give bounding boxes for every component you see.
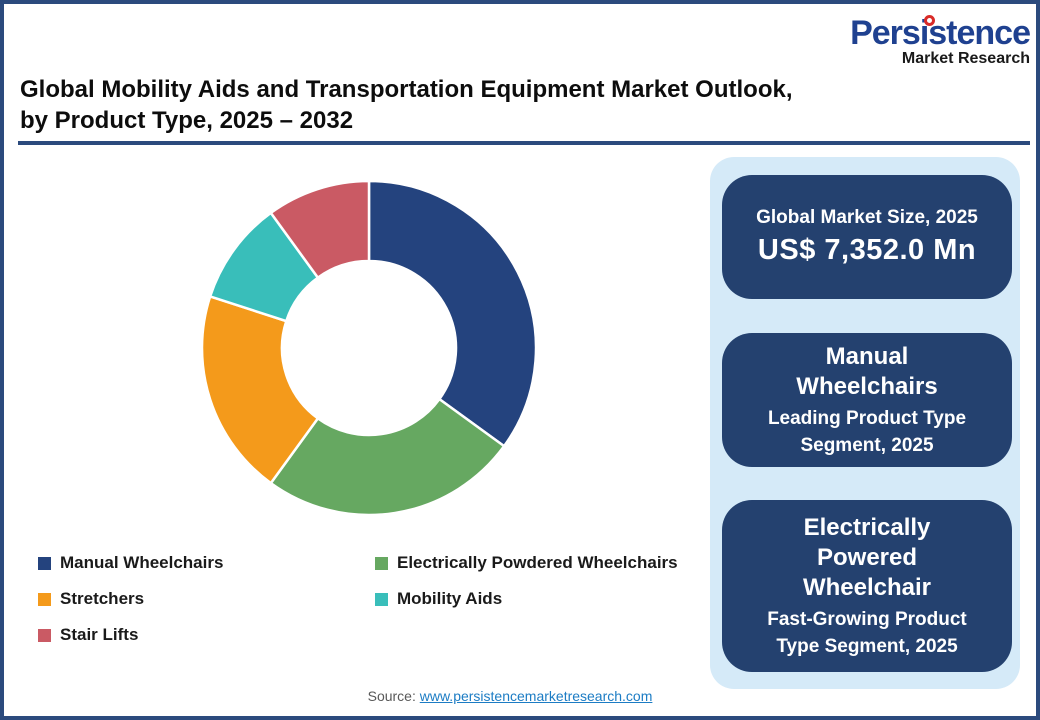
legend-item-stair-lifts: Stair Lifts [38, 625, 375, 645]
legend-swatch [38, 556, 51, 570]
donut-segment-stair-lifts [269, 179, 371, 280]
page-title: Global Mobility Aids and Transportation … [20, 74, 1010, 136]
title-underline [18, 141, 1030, 145]
legend-swatch [375, 592, 388, 606]
donut-segment-electrically-powdered-wheelchairs [269, 397, 506, 517]
source-label: Source: [367, 688, 416, 704]
page-title-line1: Global Mobility Aids and Transportation … [20, 76, 793, 103]
market-size-value: US$ 7,352.0 Mn [757, 234, 977, 266]
leading-segment-heading: Manual Wheelchairs [796, 342, 938, 400]
leading-segment-card: Manual Wheelchairs Leading Product Type … [722, 333, 1012, 467]
fast-growing-heading: Electrically Powered Wheelchair [802, 513, 932, 601]
brand-subtitle: Market Research [901, 50, 1030, 67]
legend-swatch [375, 556, 388, 570]
brand-logo: Persistence Market Research [800, 14, 1031, 68]
page-title-line2: by Product Type, 2025 – 2032 [20, 107, 354, 134]
fast-growing-segment-card: Electrically Powered Wheelchair Fast-Gro… [722, 500, 1012, 672]
legend-label: Stretchers [60, 589, 145, 608]
market-size-card: Global Market Size, 2025 US$ 7,352.0 Mn [722, 175, 1012, 299]
legend-label: Mobility Aids [397, 589, 503, 608]
legend-label: Electrically Powdered Wheelchairs [397, 553, 678, 572]
brand-wordmark-text: Persistence [850, 14, 1031, 52]
legend-item-stretchers: Stretchers [38, 589, 375, 609]
legend-label: Stair Lifts [60, 625, 139, 644]
chart-legend: Manual Wheelchairs Electrically Powdered … [38, 553, 678, 645]
fast-growing-sub: Fast-Growing Product Type Segment, 2025 [767, 608, 967, 657]
source-link[interactable]: www.persistencemarketresearch.com [419, 688, 653, 704]
legend-swatch [38, 628, 51, 642]
donut-chart [200, 179, 538, 517]
legend-item-manual-wheelchairs: Manual Wheelchairs [38, 553, 375, 573]
legend-label: Manual Wheelchairs [60, 553, 224, 572]
leading-segment-sub: Leading Product Type Segment, 2025 [767, 407, 967, 456]
source-line: Source: www.persistencemarketresearch.co… [4, 688, 1016, 704]
donut-segment-manual-wheelchairs [367, 179, 538, 448]
logo-gear-icon [923, 15, 935, 26]
legend-item-electrically-powdered-wheelchairs: Electrically Powdered Wheelchairs [375, 553, 678, 573]
legend-swatch [38, 592, 51, 606]
market-size-label: Global Market Size, 2025 [756, 207, 978, 228]
legend-item-mobility-aids: Mobility Aids [375, 589, 678, 609]
info-panel: Global Market Size, 2025 US$ 7,352.0 Mn … [710, 157, 1020, 689]
brand-wordmark: Persistence Market Research [850, 14, 1031, 68]
donut-segment-stretchers [200, 294, 320, 485]
